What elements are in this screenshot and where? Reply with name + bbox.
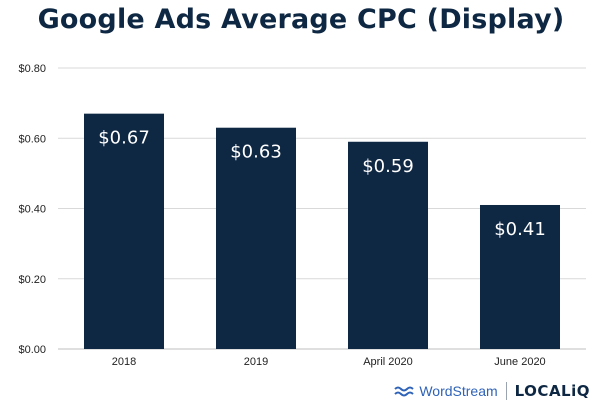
bar xyxy=(348,141,428,349)
localiq-logo: LOCALiQ xyxy=(514,382,590,400)
data-label: $0.41 xyxy=(494,219,546,240)
y-tick-label: $0.60 xyxy=(18,133,46,145)
wordstream-logo: WordStream xyxy=(394,383,498,399)
bar xyxy=(216,127,296,350)
footer-branding: WordStream LOCALiQ xyxy=(394,382,590,400)
data-label: $0.59 xyxy=(362,156,414,177)
x-tick-label: June 2020 xyxy=(494,356,545,368)
x-tick-label: 2018 xyxy=(112,356,136,368)
y-tick-label: $0.20 xyxy=(18,274,46,286)
y-tick-label: $0.00 xyxy=(18,344,46,356)
x-tick-label: April 2020 xyxy=(363,356,413,368)
y-tick-label: $0.80 xyxy=(18,63,46,75)
data-label: $0.63 xyxy=(230,142,282,163)
x-tick-label: 2019 xyxy=(244,356,268,368)
data-label: $0.67 xyxy=(98,128,150,149)
wave-icon xyxy=(394,386,415,397)
wordstream-text: WordStream xyxy=(419,383,498,399)
bar xyxy=(84,113,164,349)
bar xyxy=(480,204,560,349)
y-tick-label: $0.40 xyxy=(18,204,46,216)
footer-divider xyxy=(505,382,507,400)
chart-title: Google Ads Average CPC (Display) xyxy=(37,4,565,35)
